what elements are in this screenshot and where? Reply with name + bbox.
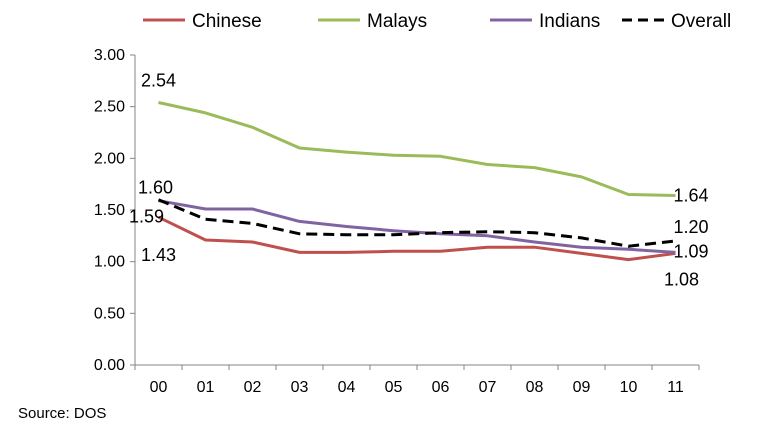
x-tick-label: 00 (150, 379, 168, 396)
x-tick-label: 08 (526, 379, 544, 396)
y-tick-label: 2.50 (94, 99, 125, 116)
y-tick-label: 3.00 (94, 47, 125, 64)
y-tick-label: 0.50 (94, 305, 125, 322)
data-label-chinese-0: 1.43 (141, 245, 176, 265)
series-line-indians (158, 199, 676, 254)
source-note: Source: DOS (18, 405, 107, 422)
x-tick-label: 02 (244, 379, 262, 396)
legend-label-malays: Malays (367, 11, 427, 32)
series-line-chinese (157, 215, 676, 262)
data-label-overall-0: 1.60 (138, 178, 173, 198)
series-line-overall (157, 198, 676, 248)
y-tick-label: 0.00 (94, 357, 125, 374)
x-tick-label: 01 (197, 379, 215, 396)
legend-label-indians: Indians (539, 11, 600, 32)
x-tick-label: 10 (620, 379, 638, 396)
legend-label-chinese: Chinese (192, 11, 262, 32)
series-line-malays (158, 101, 676, 197)
y-tick-label: 1.00 (94, 254, 125, 271)
x-tick-label: 06 (432, 379, 450, 396)
y-tick-label: 2.00 (94, 150, 125, 167)
x-tick-label: 05 (385, 379, 403, 396)
legend-label-overall: Overall (671, 11, 731, 32)
data-label-indians-11: 1.09 (674, 241, 709, 261)
data-label-malays-11: 1.64 (674, 186, 709, 206)
data-label-indians-0: 1.59 (129, 207, 164, 227)
x-tick-label: 04 (338, 379, 356, 396)
y-tick-label: 1.50 (94, 202, 125, 219)
x-tick-label: 03 (291, 379, 309, 396)
x-tick-label: 09 (573, 379, 591, 396)
data-label-overall-11: 1.20 (674, 217, 709, 237)
data-label-chinese-11: 1.08 (664, 269, 699, 289)
x-tick-label: 07 (479, 379, 497, 396)
data-label-malays-0: 2.54 (141, 71, 176, 91)
x-tick-label: 11 (667, 379, 684, 396)
